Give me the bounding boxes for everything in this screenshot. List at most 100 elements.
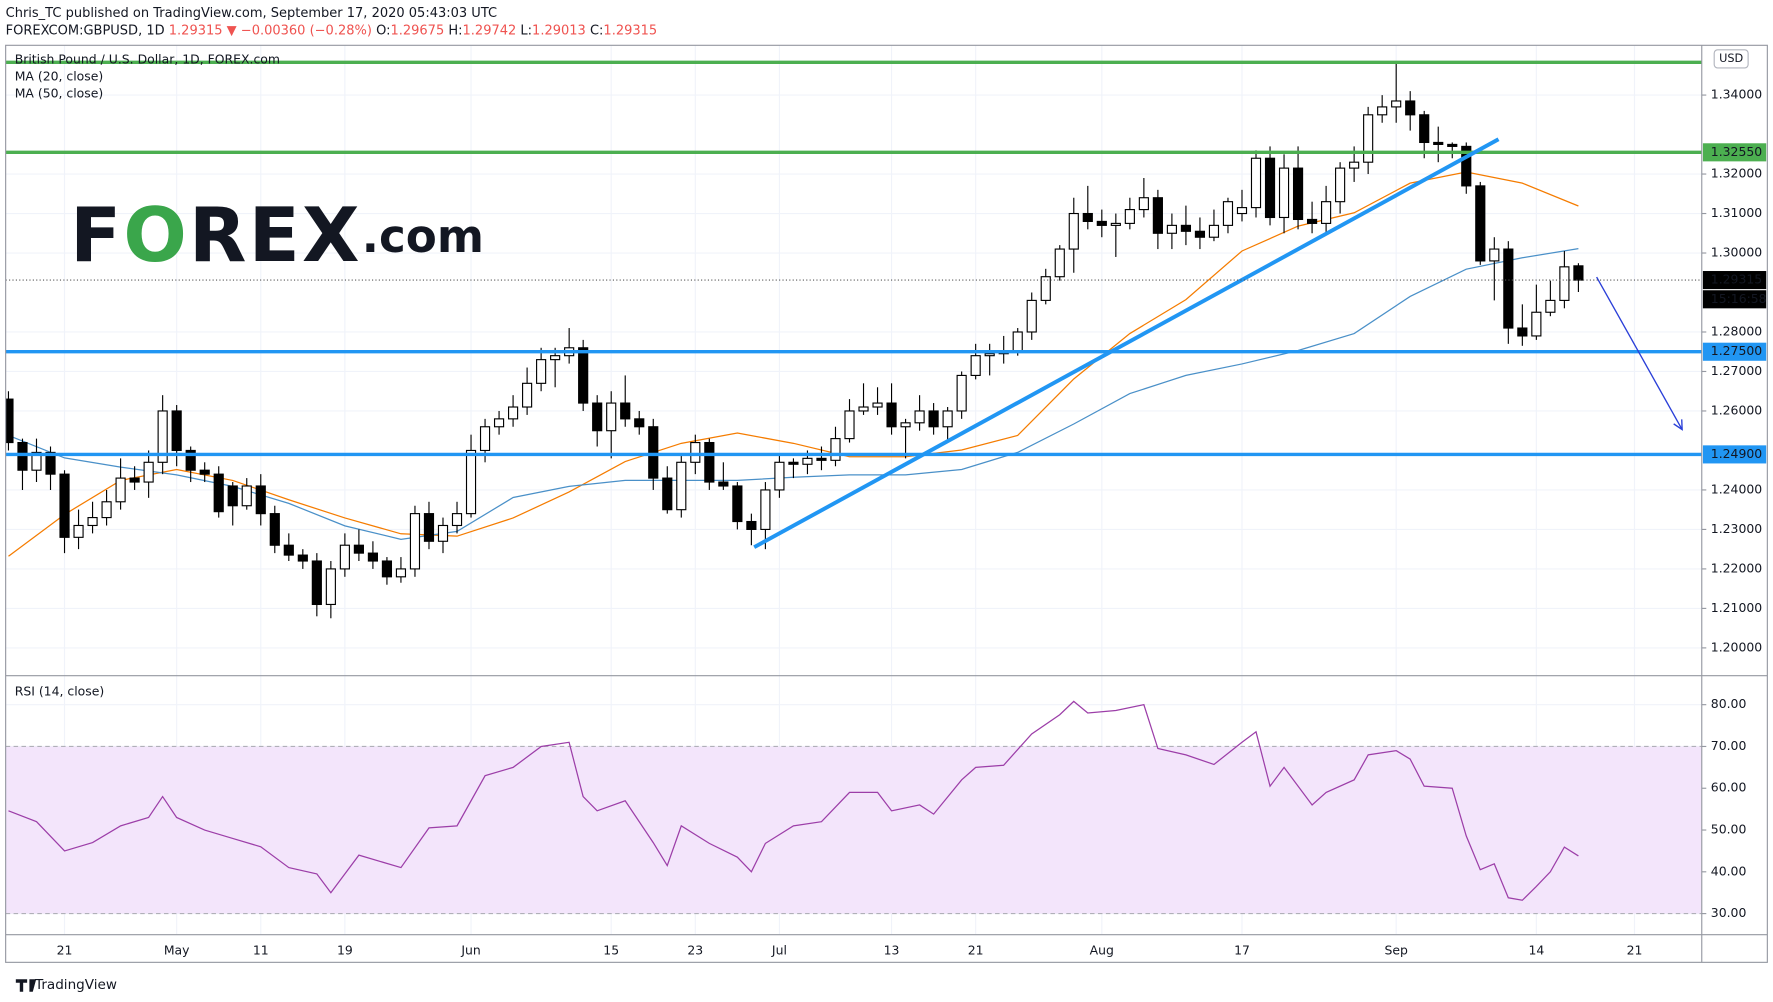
y-tick-label: 50.00: [1711, 822, 1747, 837]
x-tick-label: 21: [968, 943, 984, 958]
candle-body: [704, 441, 715, 483]
legend-entry: MA (20, close): [15, 68, 104, 83]
y-tick-label: 80.00: [1711, 696, 1747, 711]
candle-body: [1264, 157, 1276, 219]
candle-body: [1559, 266, 1570, 301]
candle-body: [255, 485, 266, 515]
candle-body: [1124, 209, 1135, 224]
candle-body: [830, 438, 841, 461]
candle-body: [1489, 248, 1500, 262]
author-line: Chris_TC published on TradingView.com, S…: [6, 6, 497, 21]
candle-body: [143, 461, 154, 483]
level-label: 1.24900: [1711, 446, 1762, 461]
candle-body: [493, 418, 505, 428]
candle-body: [1012, 331, 1023, 353]
last-price-box: [1702, 271, 1767, 290]
price-pane: [5, 63, 1584, 619]
candle-body: [606, 402, 617, 432]
candle-body: [732, 485, 743, 523]
candle-body: [297, 554, 308, 562]
candle-body: [1250, 157, 1262, 209]
candle-body: [1306, 218, 1318, 224]
candle-body: [984, 353, 995, 357]
candle-body: [1292, 167, 1304, 221]
x-tick-label: 23: [687, 943, 703, 958]
candle-body: [157, 410, 168, 463]
candle-body: [45, 451, 56, 475]
candle-body: [1531, 311, 1542, 337]
candle-body: [479, 426, 491, 452]
x-tick-label: 14: [1528, 943, 1544, 958]
x-tick-label: Jun: [460, 943, 480, 958]
currency-badge: [1713, 49, 1749, 69]
y-tick-label: 30.00: [1711, 905, 1747, 920]
chart-area: 21 May 11 19 Jun 15 23 Jul 13 21 Aug 17 Sep 14 21 1.340…: [5, 45, 1767, 958]
candle-body: [550, 355, 561, 361]
last-price-label: 1.29315: [1711, 272, 1762, 287]
ohlc-value: 1.29315: [603, 23, 657, 38]
y-tick-label: 1.32000: [1711, 166, 1762, 181]
candle-body: [311, 560, 322, 606]
candle-body: [381, 560, 393, 578]
candle-body: [774, 461, 785, 491]
legend-entry: MA (50, close): [15, 85, 104, 100]
candle-body: [409, 513, 421, 570]
level-label-box: [1702, 445, 1767, 464]
candle-body: [1166, 224, 1177, 234]
candle-body: [1152, 197, 1163, 234]
overlay: British Pound / U.S. Dollar, 1D, FOREX.c…: [15, 49, 1749, 993]
candle-body: [536, 359, 547, 384]
candle-body: [690, 441, 701, 463]
rsi-pane: [5, 700, 1702, 915]
candle-body: [353, 544, 364, 554]
x-tick-label: 17: [1234, 943, 1250, 958]
candle-body: [1222, 201, 1234, 226]
candle-body: [423, 513, 435, 542]
candle-body: [1082, 212, 1093, 222]
indicator-line: [8, 700, 1579, 901]
candle-body: [1236, 207, 1248, 215]
y-tick-label: 1.34000: [1711, 87, 1762, 102]
candle-body: [17, 441, 28, 471]
candle-body: [1349, 161, 1360, 169]
candle-body: [241, 485, 252, 507]
x-tick-label: Jul: [771, 943, 787, 958]
ohlc-value: 1.29675: [390, 23, 444, 38]
x-tick-label: 15: [603, 943, 619, 958]
candle-body: [101, 501, 112, 519]
candle-body: [1517, 327, 1528, 337]
candle-body: [718, 481, 729, 487]
candle-body: [227, 485, 238, 507]
candle-body: [1573, 265, 1584, 281]
candle-body: [1503, 248, 1514, 329]
candle-body: [522, 382, 533, 408]
candle-body: [269, 513, 280, 546]
candle-body: [648, 426, 659, 479]
y-tick-label: 1.31000: [1711, 205, 1762, 220]
candle-body: [1405, 100, 1416, 116]
tradingview-icon: [15, 979, 37, 992]
candle-body: [325, 568, 336, 606]
ohlc-label: H:: [448, 23, 462, 38]
candle-body: [1040, 276, 1051, 301]
y-tick-label: 70.00: [1711, 738, 1747, 753]
y-tick-label: 1.30000: [1711, 245, 1762, 260]
candle-body: [802, 457, 813, 465]
y-tick-label: 1.20000: [1711, 639, 1762, 654]
candle-body: [73, 524, 84, 538]
x-tick-label: 21: [1627, 943, 1643, 958]
y-tick-label: 1.26000: [1711, 402, 1762, 417]
candle-body: [171, 410, 182, 452]
candle-body: [1068, 212, 1079, 250]
candle-body: [676, 461, 687, 511]
candle-body: [1391, 100, 1402, 108]
countdown-box: [1702, 290, 1767, 309]
candle-body: [115, 477, 126, 503]
candle-body: [129, 477, 140, 483]
candle-body: [1363, 114, 1374, 163]
chart-title: British Pound / U.S. Dollar, 1D, FOREX.c…: [15, 52, 280, 67]
candle-body: [1419, 114, 1430, 144]
candle-body: [1054, 248, 1065, 278]
candle-body: [886, 402, 897, 428]
candle-body: [872, 402, 883, 408]
